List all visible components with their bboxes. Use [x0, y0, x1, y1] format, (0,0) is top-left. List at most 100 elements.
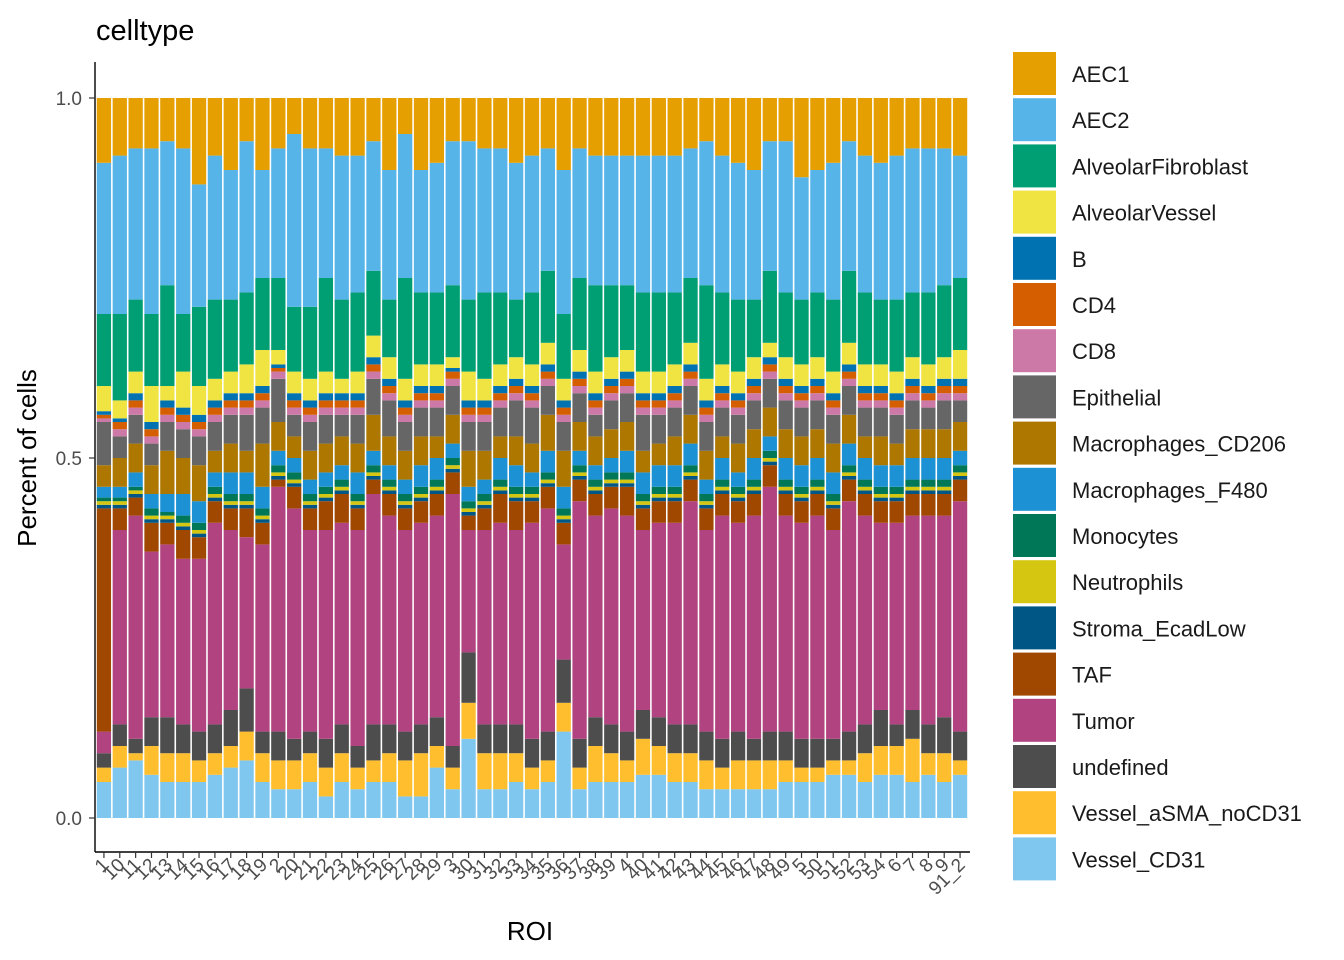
- bar-segment-40-CD4: [635, 400, 651, 408]
- bar-segment-26-AlveolarVessel: [382, 357, 397, 379]
- bar-segment-24-AlveolarVessel: [350, 371, 365, 394]
- bar-segment-46-AEC1: [730, 98, 746, 163]
- bar-segment-48-TAF: [762, 465, 777, 487]
- bar-segment-54-B: [873, 386, 888, 394]
- bar-segment-51-Vessel_aSMA_noCD31: [826, 760, 841, 775]
- bar-segment-39-Tumor: [604, 508, 619, 725]
- bar-segment-40-Vessel_aSMA_noCD31: [635, 738, 651, 775]
- bar-segment-1-Monocytes: [96, 497, 112, 502]
- bar-segment-46-AlveolarVessel: [730, 371, 746, 394]
- bar-segment-37-Macrophages_CD206: [572, 422, 587, 451]
- bar-segment-37-B: [572, 371, 587, 379]
- bar-segment-50-Vessel_CD31: [810, 782, 825, 818]
- bar-segment-14-CD8: [176, 422, 191, 430]
- bar-segment-38-Macrophages_CD206: [588, 436, 603, 466]
- bar-segment-2-AEC1: [271, 98, 286, 149]
- bar-segment-48-undefined: [762, 731, 777, 761]
- bar-segment-37-Tumor: [572, 501, 587, 739]
- bar-segment-36-Monocytes: [556, 508, 571, 516]
- bar-segment-24-Epithelial: [350, 414, 365, 444]
- bar-segment-26-AEC1: [382, 98, 397, 170]
- bar-segment-25-Vessel_CD31: [366, 782, 381, 818]
- legend-entry-AEC2: AEC2: [1013, 98, 1129, 142]
- bar-segment-10-AEC1: [112, 98, 127, 156]
- bar-segment-35-Vessel_aSMA_noCD31: [540, 760, 555, 782]
- bar-segment-23-Epithelial: [334, 414, 349, 437]
- bar-segment-28-CD4: [413, 393, 429, 401]
- bar-segment-44-B: [699, 400, 714, 408]
- bar-segment-36-Tumor: [556, 544, 571, 660]
- bar-segment-43-CD8: [683, 378, 698, 386]
- bar-segment-28-AlveolarVessel: [413, 364, 429, 386]
- bar-segment-7-B: [905, 378, 920, 386]
- bar-segment-11-AEC1: [128, 98, 143, 149]
- bar-segment-10-Epithelial: [112, 436, 127, 458]
- bar-segment-37-AlveolarVessel: [572, 350, 587, 372]
- bar-segment-10-Vessel_aSMA_noCD31: [112, 746, 127, 768]
- bar-segment-51-Monocytes: [826, 494, 841, 502]
- bar-segment-47-Stroma_EcadLow: [746, 490, 762, 494]
- bar-segment-54-Vessel_CD31: [873, 774, 888, 818]
- bar-segment-34-Macrophages_CD206: [524, 443, 540, 473]
- bar-segment-41-Vessel_aSMA_noCD31: [651, 746, 666, 775]
- bar-segment-9-undefined: [937, 717, 952, 754]
- bar-segment-1-AEC2: [96, 162, 112, 314]
- bar-segment-12-TAF: [144, 522, 159, 552]
- bar-segment-17-Stroma_EcadLow: [223, 504, 238, 509]
- bar-segment-91_2-Macrophages_F480: [952, 450, 968, 466]
- bar-segment-26-Vessel_CD31: [382, 782, 397, 818]
- bar-segment-11-Stroma_EcadLow: [128, 494, 143, 498]
- bar-segment-43-Macrophages_F480: [683, 443, 698, 466]
- bar-segment-19-Epithelial: [255, 407, 270, 444]
- bar-segment-50-Epithelial: [810, 400, 825, 430]
- legend-key: [1013, 652, 1056, 696]
- bar-segment-44-Neutrophils: [699, 501, 714, 505]
- bar-segment-37-Vessel_aSMA_noCD31: [572, 767, 587, 790]
- bar-segment-2-Tumor: [271, 486, 286, 732]
- bar-segment-11-Neutrophils: [128, 490, 143, 494]
- legend-label: B: [1072, 247, 1087, 272]
- bar-segment-10-CD8: [112, 429, 127, 437]
- bar-segment-37-Neutrophils: [572, 472, 587, 476]
- bar-segment-44-CD4: [699, 407, 714, 415]
- bar-stack-47: [746, 98, 762, 818]
- bar-segment-28-undefined: [413, 724, 429, 754]
- bar-segment-14-AlveolarFibroblast: [176, 314, 191, 372]
- bar-segment-48-Macrophages_CD206: [762, 407, 777, 437]
- bar-segment-49-AEC2: [778, 141, 793, 293]
- bar-segment-3-B: [445, 368, 460, 372]
- bar-segment-13-undefined: [160, 717, 175, 754]
- bar-stack-6: [889, 98, 904, 818]
- bar-segment-33-Macrophages_CD206: [509, 436, 524, 466]
- bar-segment-31-Macrophages_F480: [477, 479, 492, 494]
- bar-segment-31-Neutrophils: [477, 501, 492, 505]
- bar-segment-1-Tumor: [96, 731, 112, 754]
- bar-segment-20-Vessel_aSMA_noCD31: [287, 760, 302, 790]
- bar-segment-15-AlveolarFibroblast: [191, 306, 207, 386]
- legend-entry-Stroma_EcadLow: Stroma_EcadLow: [1013, 606, 1246, 650]
- bar-segment-28-AEC1: [413, 98, 429, 170]
- bar-segment-9-CD4: [937, 386, 952, 394]
- bar-segment-5-AlveolarFibroblast: [794, 299, 809, 365]
- bar-segment-38-AEC1: [588, 98, 603, 156]
- bar-segment-26-AlveolarFibroblast: [382, 299, 397, 358]
- bar-segment-27-Vessel_CD31: [398, 796, 413, 818]
- bar-segment-2-TAF: [271, 479, 286, 487]
- bar-segment-24-Vessel_CD31: [350, 789, 365, 818]
- bar-segment-27-Stroma_EcadLow: [398, 504, 413, 509]
- bar-segment-91_2-AEC2: [952, 155, 968, 278]
- bar-segment-38-CD8: [588, 407, 603, 415]
- bar-segment-46-Stroma_EcadLow: [730, 497, 746, 502]
- bar-segment-39-Macrophages_F480: [604, 458, 619, 473]
- bar-segment-6-Macrophages_F480: [889, 465, 904, 487]
- legend-key: [1013, 606, 1056, 650]
- bar-segment-15-AlveolarVessel: [191, 386, 207, 415]
- bar-segment-32-TAF: [493, 494, 508, 523]
- bar-segment-37-CD8: [572, 386, 587, 394]
- bar-segment-36-Vessel_aSMA_noCD31: [556, 702, 571, 732]
- bar-segment-44-Macrophages_CD206: [699, 450, 714, 480]
- bar-segment-34-Vessel_CD31: [524, 789, 540, 818]
- bar-segment-33-Macrophages_F480: [509, 465, 524, 487]
- bar-segment-52-undefined: [841, 731, 857, 761]
- bar-segment-44-Vessel_aSMA_noCD31: [699, 760, 714, 790]
